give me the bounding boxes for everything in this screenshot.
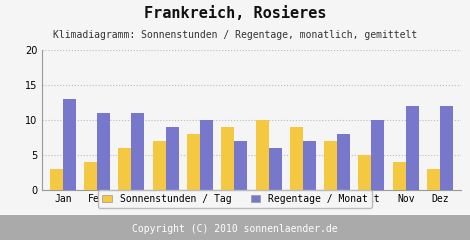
Bar xyxy=(406,106,419,190)
Bar xyxy=(50,169,63,190)
Bar xyxy=(290,127,303,190)
Bar xyxy=(63,99,76,190)
Bar xyxy=(256,120,268,190)
Legend: Sonnenstunden / Tag, Regentage / Monat: Sonnenstunden / Tag, Regentage / Monat xyxy=(98,190,372,208)
Bar xyxy=(84,162,97,190)
Bar xyxy=(97,113,110,190)
Bar xyxy=(118,148,132,190)
Bar xyxy=(427,169,440,190)
Bar xyxy=(303,141,316,190)
Bar xyxy=(393,162,406,190)
Text: Frankreich, Rosieres: Frankreich, Rosieres xyxy=(144,6,326,21)
Bar xyxy=(166,127,179,190)
Text: Klimadiagramm: Sonnenstunden / Regentage, monatlich, gemittelt: Klimadiagramm: Sonnenstunden / Regentage… xyxy=(53,30,417,40)
Bar xyxy=(268,148,282,190)
Bar xyxy=(371,120,384,190)
Bar xyxy=(132,113,144,190)
Bar xyxy=(235,141,247,190)
Bar xyxy=(221,127,235,190)
Bar xyxy=(187,134,200,190)
Text: Copyright (C) 2010 sonnenlaender.de: Copyright (C) 2010 sonnenlaender.de xyxy=(132,224,338,234)
Bar xyxy=(359,155,371,190)
Bar xyxy=(153,141,166,190)
Bar xyxy=(440,106,453,190)
Bar xyxy=(324,141,337,190)
Bar xyxy=(200,120,213,190)
Bar xyxy=(337,134,350,190)
